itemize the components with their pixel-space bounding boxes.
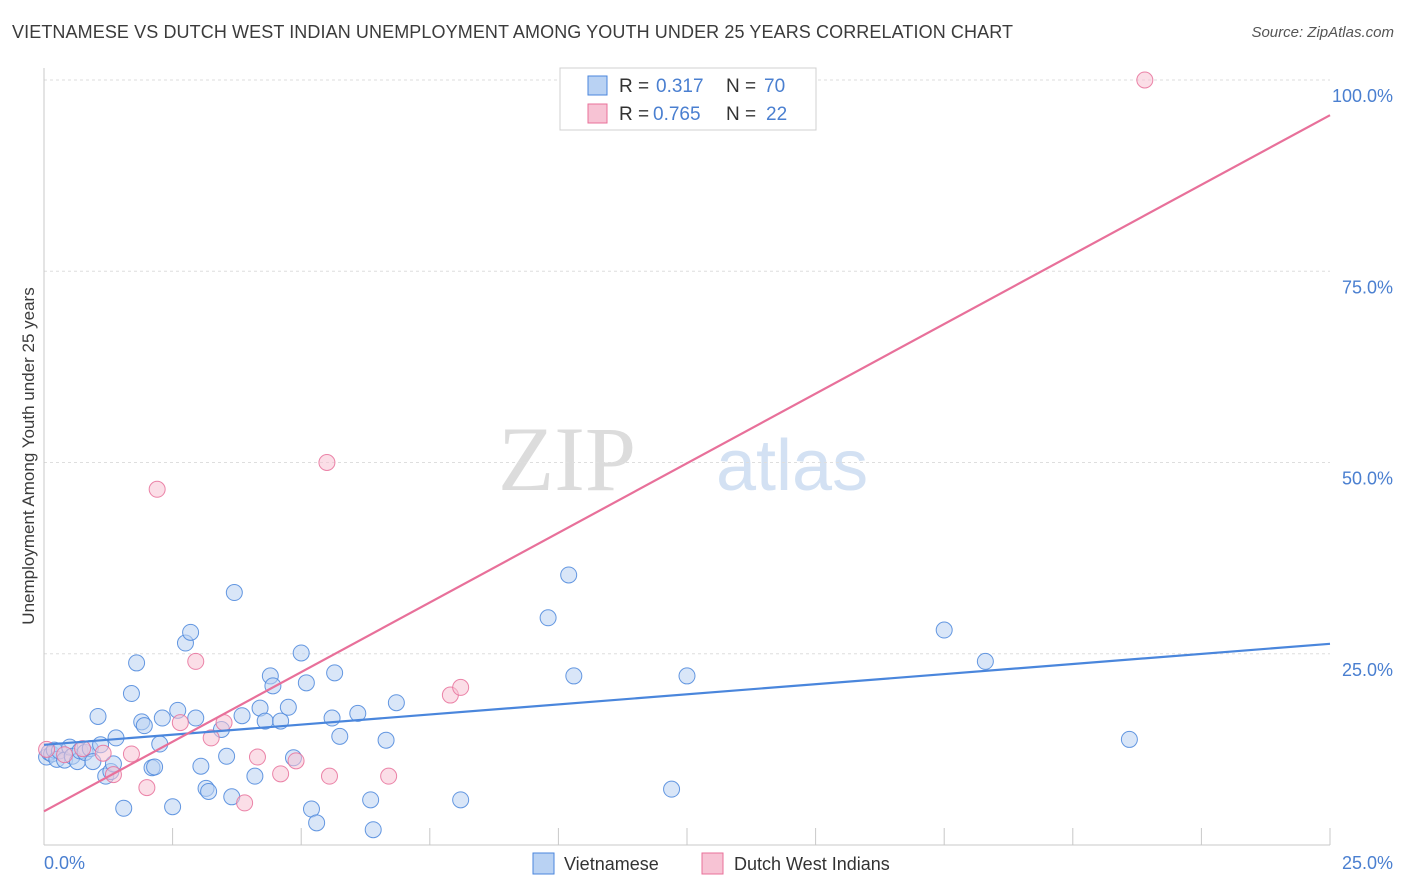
vietnamese-point — [135, 717, 153, 735]
dutch-west-indians-point — [287, 752, 305, 770]
y-tick-label: 75.0% — [1342, 277, 1393, 297]
vietnamese-point — [153, 709, 171, 727]
vietnamese-point — [1120, 730, 1138, 748]
dutch-west-indians-point — [138, 779, 156, 797]
vietnamese-point — [349, 704, 367, 722]
stats-swatch-vietnamese — [587, 75, 608, 96]
x-tick-label-min: 0.0% — [44, 853, 85, 873]
vietnamese-point — [200, 782, 218, 800]
dutch-west-indians-point — [74, 740, 92, 758]
x-tick-label-max: 25.0% — [1342, 853, 1393, 873]
dutch-west-indians-point — [94, 744, 112, 762]
trend-lines — [43, 114, 1331, 813]
dutch-west-indians-point — [122, 745, 140, 763]
vietnamese-point — [362, 791, 380, 809]
vietnamese-point — [218, 747, 236, 765]
vietnamese-point — [678, 667, 696, 685]
dutch-west-indians-point — [452, 678, 470, 696]
vietnamese-point — [308, 814, 326, 832]
vietnamese-point — [452, 791, 470, 809]
stats-r-label-dutch-west-indians: R = — [619, 104, 649, 125]
vietnamese-point — [115, 799, 133, 817]
vietnamese-point — [976, 652, 994, 670]
dutch-west-indians-point — [380, 767, 398, 785]
y-axis-label: Unemployment Among Youth under 25 years — [19, 287, 38, 624]
stats-r-label-vietnamese: R = — [619, 76, 649, 97]
vietnamese-point — [297, 674, 315, 692]
stats-n-value-vietnamese: 70 — [764, 76, 785, 97]
dutch-west-indians-trend-line — [43, 114, 1331, 813]
vietnamese-point — [233, 707, 251, 725]
y-tick-label: 50.0% — [1342, 469, 1393, 489]
series-legend: Vietnamese Dutch West Indians — [532, 852, 890, 875]
vietnamese-point — [663, 780, 681, 798]
vietnamese-point — [331, 727, 349, 745]
legend-label-vietnamese: Vietnamese — [564, 854, 659, 874]
dutch-west-indians-point — [272, 765, 290, 783]
dutch-west-indians-point — [187, 652, 205, 670]
vietnamese-point — [182, 623, 200, 641]
dutch-west-indians-point — [38, 740, 56, 758]
x-axis-ticks — [172, 828, 1331, 845]
vietnamese-point — [192, 757, 210, 775]
chart-title: VIETNAMESE VS DUTCH WEST INDIAN UNEMPLOY… — [12, 22, 1014, 42]
watermark-zip: ZIP — [498, 408, 636, 510]
vietnamese-point — [246, 767, 264, 785]
watermark: ZIP atlas — [498, 408, 868, 510]
vietnamese-point — [279, 698, 297, 716]
dutch-west-indians-point — [1136, 71, 1154, 89]
watermark-atlas: atlas — [716, 426, 868, 506]
stats-r-value-dutch-west-indians: 0.765 — [653, 104, 701, 125]
dutch-west-indians-point — [320, 767, 338, 785]
vietnamese-point — [377, 731, 395, 749]
source-label: Source: ZipAtlas.com — [1251, 24, 1394, 41]
dutch-west-indians-point — [202, 729, 220, 747]
vietnamese-point — [364, 821, 382, 839]
vietnamese-point — [326, 664, 344, 682]
vietnamese-point — [387, 694, 405, 712]
vietnamese-point — [539, 609, 557, 627]
vietnamese-point — [565, 667, 583, 685]
dutch-west-indians-point — [148, 480, 166, 498]
stats-r-value-vietnamese: 0.317 — [656, 76, 704, 97]
y-tick-label: 25.0% — [1342, 660, 1393, 680]
stats-n-value-dutch-west-indians: 22 — [766, 104, 787, 125]
dutch-west-indians-point — [236, 794, 254, 812]
legend-swatch-dutch-west-indians — [701, 852, 724, 875]
vietnamese-point — [292, 644, 310, 662]
vietnamese-point — [935, 621, 953, 639]
dutch-west-indians-point — [171, 714, 189, 732]
vietnamese-point — [146, 758, 164, 776]
vietnamese-points — [38, 566, 1138, 839]
vietnamese-point — [128, 654, 146, 672]
stats-swatch-dutch-west-indians — [587, 103, 608, 124]
vietnamese-point — [225, 584, 243, 602]
dutch-west-indians-point — [56, 746, 74, 764]
vietnamese-point — [164, 798, 182, 816]
gridlines — [44, 79, 1330, 655]
stats-legend: R = 0.317 N = 70 R = 0.765 N = 22 — [559, 67, 817, 131]
vietnamese-trend-line — [43, 642, 1331, 746]
y-tick-label: 100.0% — [1332, 86, 1393, 106]
legend-swatch-vietnamese — [532, 852, 555, 875]
legend-label-dutch-west-indians: Dutch West Indians — [734, 854, 890, 874]
dutch-west-indians-point — [318, 454, 336, 471]
vietnamese-point — [122, 685, 140, 703]
dutch-west-indians-point — [248, 748, 266, 766]
stats-n-label-dutch-west-indians: N = — [726, 104, 756, 125]
x-axis-tick-labels: 0.0% 25.0% — [44, 853, 1393, 873]
stats-n-label-vietnamese: N = — [726, 76, 756, 97]
vietnamese-point — [89, 707, 107, 725]
y-axis-tick-labels: 25.0% 50.0% 75.0% 100.0% — [1332, 86, 1393, 680]
vietnamese-point — [187, 709, 205, 727]
vietnamese-point — [560, 566, 578, 584]
